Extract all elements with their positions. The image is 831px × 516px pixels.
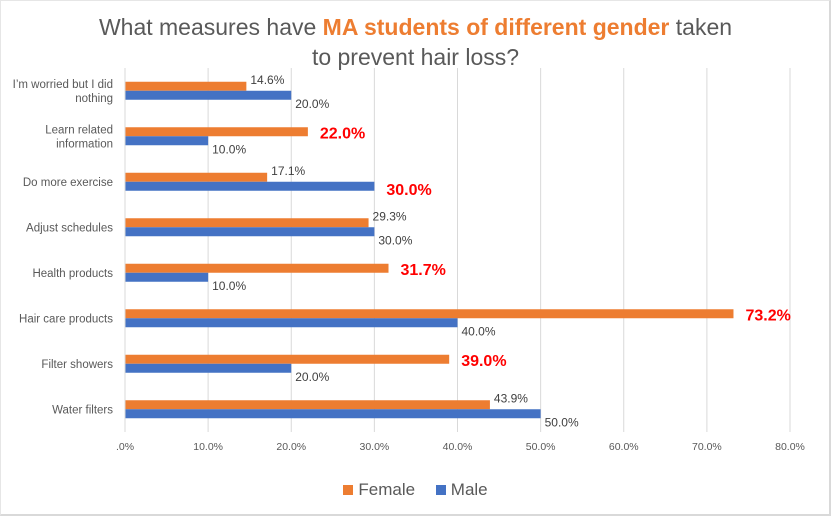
data-label-female: 29.3% [373,209,407,223]
data-label-female: 22.0% [320,125,365,142]
category-label: Hair care products [19,313,113,325]
bar-male [125,227,375,237]
title-part-1: What measures have [98,14,323,40]
bar-female [125,354,450,364]
title-part-3: taken [669,14,733,40]
category-label: Do more exercise [23,177,113,189]
category-label: Adjust schedules [26,222,113,234]
bar-male [125,318,458,328]
legend-item-male[interactable]: Male [435,480,488,499]
category-label: Learn related [45,124,113,136]
bar-male [125,272,209,282]
legend-item-female[interactable]: Female [343,480,415,499]
data-label-male: 20.0% [295,370,329,384]
bar-female [125,218,369,228]
data-label-male: 30.0% [378,233,412,247]
data-label-female: 31.7% [401,262,446,279]
bar-male [125,363,292,373]
data-label-male: 10.0% [212,279,246,293]
title-line-2: to prevent hair loss? [311,44,520,70]
category-label: nothing [75,93,113,105]
x-tick-label: .0% [116,441,134,453]
category-label: Filter showers [41,359,113,371]
x-tick-label: 70.0% [692,441,722,453]
legend-swatch-female [343,485,354,495]
x-tick-label: 10.0% [193,441,223,453]
category-label: information [56,138,113,150]
bar-female [125,400,490,410]
data-label-female: 73.2% [745,307,790,324]
data-label-male: 10.0% [212,142,246,156]
bar-female [125,309,734,319]
x-tick-label: 30.0% [359,441,389,453]
data-label-female: 14.6% [250,73,284,87]
legend-label-male: Male [450,480,488,499]
bar-male [125,90,292,100]
x-tick-label: 60.0% [609,441,639,453]
data-label-male: 50.0% [545,415,579,429]
category-label: Water filters [52,404,113,416]
legend-label-female: Female [358,480,416,499]
bar-female [125,263,389,273]
category-label: I’m worried but I did [13,79,113,91]
data-label-female: 43.9% [494,391,528,405]
x-tick-label: 50.0% [526,441,556,453]
data-label-male: 30.0% [386,182,431,199]
title-highlight: MA students of different gender [322,14,670,40]
category-label: Health products [32,268,113,280]
bar-male [125,136,209,146]
x-tick-label: 80.0% [775,441,805,453]
bar-male [125,181,375,191]
bar-male [125,409,541,419]
chart-title: What measures have MA students of differ… [0,12,831,72]
bar-female [125,81,247,91]
x-tick-label: 40.0% [443,441,473,453]
data-label-male: 40.0% [462,324,496,338]
bar-female [125,127,308,137]
data-label-female: 17.1% [271,164,305,178]
data-label-female: 39.0% [461,353,506,370]
legend: Female Male [0,480,831,500]
legend-swatch-male [435,485,446,495]
bar-female [125,172,268,182]
x-tick-label: 20.0% [276,441,306,453]
data-label-male: 20.0% [295,97,329,111]
